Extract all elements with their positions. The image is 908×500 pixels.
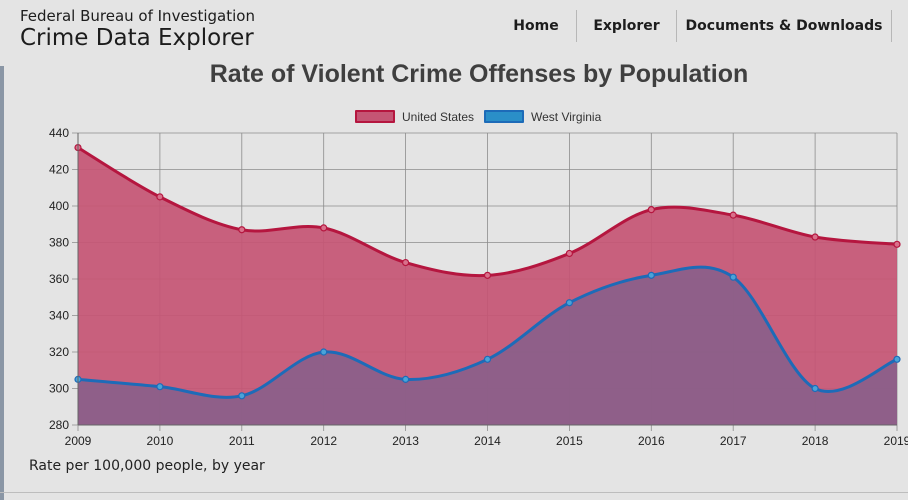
x-tick-label: 2016 [638, 434, 665, 448]
legend-swatch-west-virginia[interactable] [484, 110, 524, 123]
y-tick-label: 340 [49, 309, 69, 323]
point-united-states [320, 224, 328, 232]
x-tick-label: 2018 [802, 434, 829, 448]
bottom-divider [0, 492, 908, 493]
point-united-states [893, 240, 901, 248]
point-west-virginia [729, 273, 737, 281]
left-accent-rule [0, 66, 4, 500]
y-tick-label: 300 [49, 382, 69, 396]
y-tick-label: 320 [49, 345, 69, 359]
x-tick-label: 2009 [65, 434, 92, 448]
point-west-virginia [647, 271, 655, 279]
y-tick-label: 360 [49, 272, 69, 286]
x-tick-label: 2012 [310, 434, 337, 448]
point-united-states [238, 226, 246, 234]
x-tick-label: 2011 [229, 434, 255, 448]
brand-app-name: Crime Data Explorer [20, 25, 254, 51]
top-navigation-bar: Federal Bureau of Investigation Crime Da… [0, 0, 908, 56]
point-west-virginia [238, 392, 246, 400]
point-united-states [647, 206, 655, 214]
chart-footnote: Rate per 100,000 people, by year [29, 458, 265, 474]
nav-divider [676, 10, 677, 42]
point-west-virginia [811, 384, 819, 393]
x-tick-label: 2017 [720, 434, 747, 448]
nav-home-link[interactable]: Home [513, 18, 559, 34]
site-brand[interactable]: Federal Bureau of Investigation Crime Da… [20, 7, 255, 51]
y-tick-label: 400 [49, 199, 69, 213]
y-tick-label: 440 [49, 126, 69, 140]
brand-org-name: Federal Bureau of Investigation [20, 7, 255, 25]
x-tick-label: 2015 [556, 434, 583, 448]
x-tick-label: 2019 [884, 434, 908, 448]
nav-divider [576, 10, 577, 42]
point-united-states [156, 193, 164, 201]
x-tick-label: 2013 [392, 434, 419, 448]
legend-label-united-states[interactable]: United States [402, 110, 475, 124]
point-united-states [483, 271, 492, 279]
point-united-states [565, 249, 574, 258]
point-west-virginia [320, 348, 328, 356]
nav-divider [891, 10, 892, 42]
x-tick-label: 2010 [147, 434, 174, 448]
point-west-virginia [893, 355, 901, 363]
point-west-virginia [156, 383, 164, 391]
point-west-virginia [402, 375, 410, 383]
point-west-virginia [483, 355, 492, 363]
area-west-virginia [78, 267, 897, 425]
point-united-states [402, 258, 410, 267]
y-tick-label: 420 [49, 163, 69, 177]
line-west-virginia [77, 265, 898, 399]
point-west-virginia [565, 299, 574, 307]
point-united-states [729, 211, 737, 219]
legend-label-west-virginia[interactable]: West Virginia [531, 110, 602, 124]
nav-explorer-link[interactable]: Explorer [593, 18, 660, 34]
y-tick-label: 380 [49, 236, 69, 250]
point-united-states [811, 233, 819, 241]
y-tick-label: 280 [49, 418, 69, 432]
chart-title: Rate of Violent Crime Offenses by Popula… [209, 60, 749, 88]
x-tick-label: 2014 [474, 434, 501, 448]
legend-swatch-united-states[interactable] [355, 110, 395, 123]
nav-documents-downloads-link[interactable]: Documents & Downloads [685, 18, 883, 34]
